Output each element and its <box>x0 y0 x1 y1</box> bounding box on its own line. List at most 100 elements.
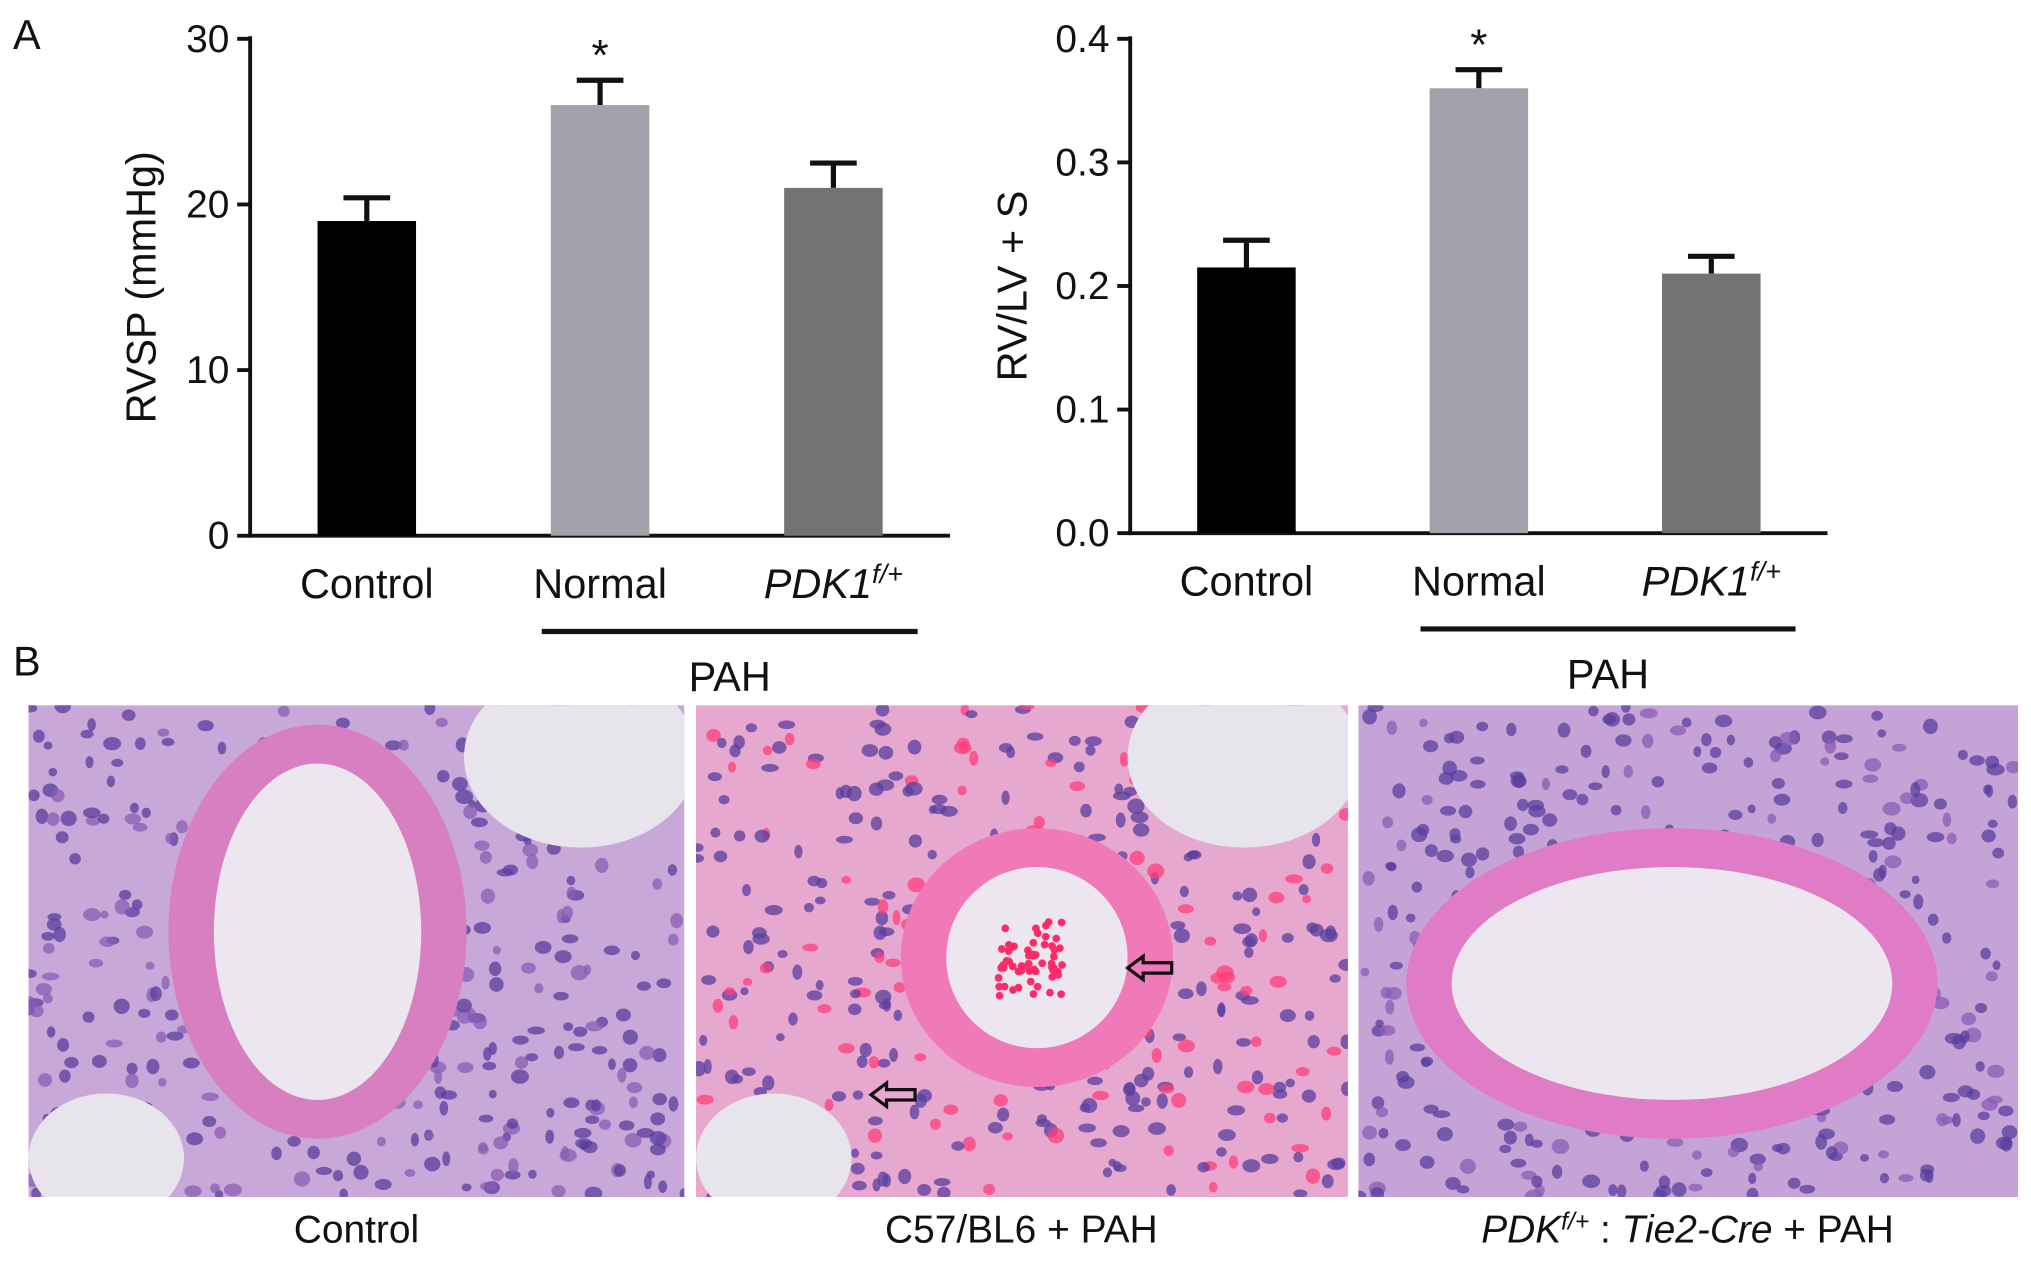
group-label: PAH <box>689 653 771 700</box>
nucleus <box>1987 1095 2003 1104</box>
nucleus <box>456 998 472 1013</box>
nucleus <box>962 1136 976 1152</box>
nucleus <box>1177 988 1194 1000</box>
nucleus <box>88 958 104 968</box>
nucleus <box>584 1186 603 1198</box>
nucleus <box>1987 819 1998 828</box>
nucleus <box>1987 1064 2005 1078</box>
nucleus <box>483 1047 492 1061</box>
nucleus <box>1002 1132 1013 1141</box>
nucleus <box>835 787 845 800</box>
nucleus <box>1421 794 1433 806</box>
nucleus <box>1302 854 1316 870</box>
nucleus <box>1933 798 1947 810</box>
nucleus <box>1321 1106 1332 1121</box>
nucleus <box>118 889 132 900</box>
nucleus <box>1386 720 1398 736</box>
bar <box>1662 273 1761 534</box>
nucleus <box>1923 718 1938 735</box>
nucleus <box>914 1093 927 1108</box>
nucleus <box>1179 885 1189 898</box>
nucleus <box>1301 1089 1317 1103</box>
red-cell <box>1033 982 1042 991</box>
nucleus <box>1824 738 1837 754</box>
histology-image <box>696 705 1348 1198</box>
nucleus <box>838 1043 855 1054</box>
nucleus <box>1459 1158 1476 1175</box>
nucleus <box>878 1001 891 1010</box>
red-cell <box>1044 918 1053 927</box>
nucleus <box>97 813 110 824</box>
nucleus <box>42 993 53 1004</box>
nucleus <box>1816 1113 1827 1123</box>
nucleus <box>1084 736 1102 747</box>
nucleus <box>856 1055 868 1068</box>
nucleus <box>846 785 862 802</box>
red-cell <box>1054 971 1063 979</box>
nucleus <box>474 840 490 851</box>
nucleus <box>1273 1081 1287 1093</box>
nucleus <box>815 980 824 991</box>
nucleus <box>1753 1162 1764 1172</box>
nucleus <box>1261 1153 1279 1165</box>
nucleus <box>113 998 130 1014</box>
nucleus <box>1186 850 1202 860</box>
nucleus <box>150 986 162 1002</box>
nucleus <box>969 750 979 766</box>
nucleus <box>1588 705 1599 717</box>
nucleus <box>1927 913 1939 926</box>
nucleus <box>492 945 501 955</box>
nucleus <box>546 1108 555 1118</box>
nucleus <box>951 1141 965 1151</box>
nucleus <box>554 950 572 964</box>
nucleus <box>425 1131 434 1140</box>
nucleus <box>658 1180 668 1193</box>
nucleus <box>1768 736 1783 749</box>
nucleus <box>525 1053 539 1062</box>
nucleus <box>893 982 906 993</box>
nucleus <box>1331 1157 1346 1169</box>
nucleus <box>741 1067 756 1077</box>
nucleus <box>467 1008 477 1024</box>
nucleus <box>1769 749 1781 763</box>
nucleus <box>1975 1061 1985 1072</box>
nucleus <box>2006 760 2019 774</box>
nucleus <box>214 1126 227 1139</box>
nucleus <box>436 770 450 783</box>
nucleus <box>867 1128 883 1143</box>
nucleus <box>751 927 767 939</box>
nucleus <box>1700 1168 1713 1177</box>
nucleus <box>877 899 889 914</box>
nucleus <box>1218 1129 1236 1141</box>
nucleus <box>987 1121 1003 1134</box>
nucleus <box>1882 836 1896 850</box>
nucleus <box>1942 1092 1960 1103</box>
nucleus <box>1461 852 1477 867</box>
nucleus <box>376 1136 386 1147</box>
nucleus <box>1641 805 1651 820</box>
nucleus <box>667 864 678 876</box>
red-cell <box>1031 950 1040 959</box>
nucleus <box>145 961 155 970</box>
red-cell <box>1033 929 1042 938</box>
nucleus <box>1992 847 2005 859</box>
nucleus <box>1363 1152 1376 1167</box>
nucleus <box>870 816 883 831</box>
nucleus <box>761 763 779 772</box>
nucleus <box>2007 794 2018 809</box>
nucleus <box>570 965 589 981</box>
nucleus <box>754 829 770 843</box>
nucleus <box>28 705 38 713</box>
nucleus <box>1119 752 1129 767</box>
nucleus <box>1913 894 1924 910</box>
nucleus <box>1293 1151 1304 1163</box>
nucleus <box>933 1177 951 1187</box>
nucleus <box>1279 1009 1296 1023</box>
nucleus <box>1087 1076 1103 1086</box>
nucleus <box>776 1033 785 1042</box>
nucleus <box>1411 827 1428 843</box>
nucleus <box>1112 1161 1122 1172</box>
nucleus <box>1036 1114 1048 1124</box>
x-tick-label: Control <box>1180 557 1314 604</box>
nucleus <box>1531 1175 1543 1188</box>
